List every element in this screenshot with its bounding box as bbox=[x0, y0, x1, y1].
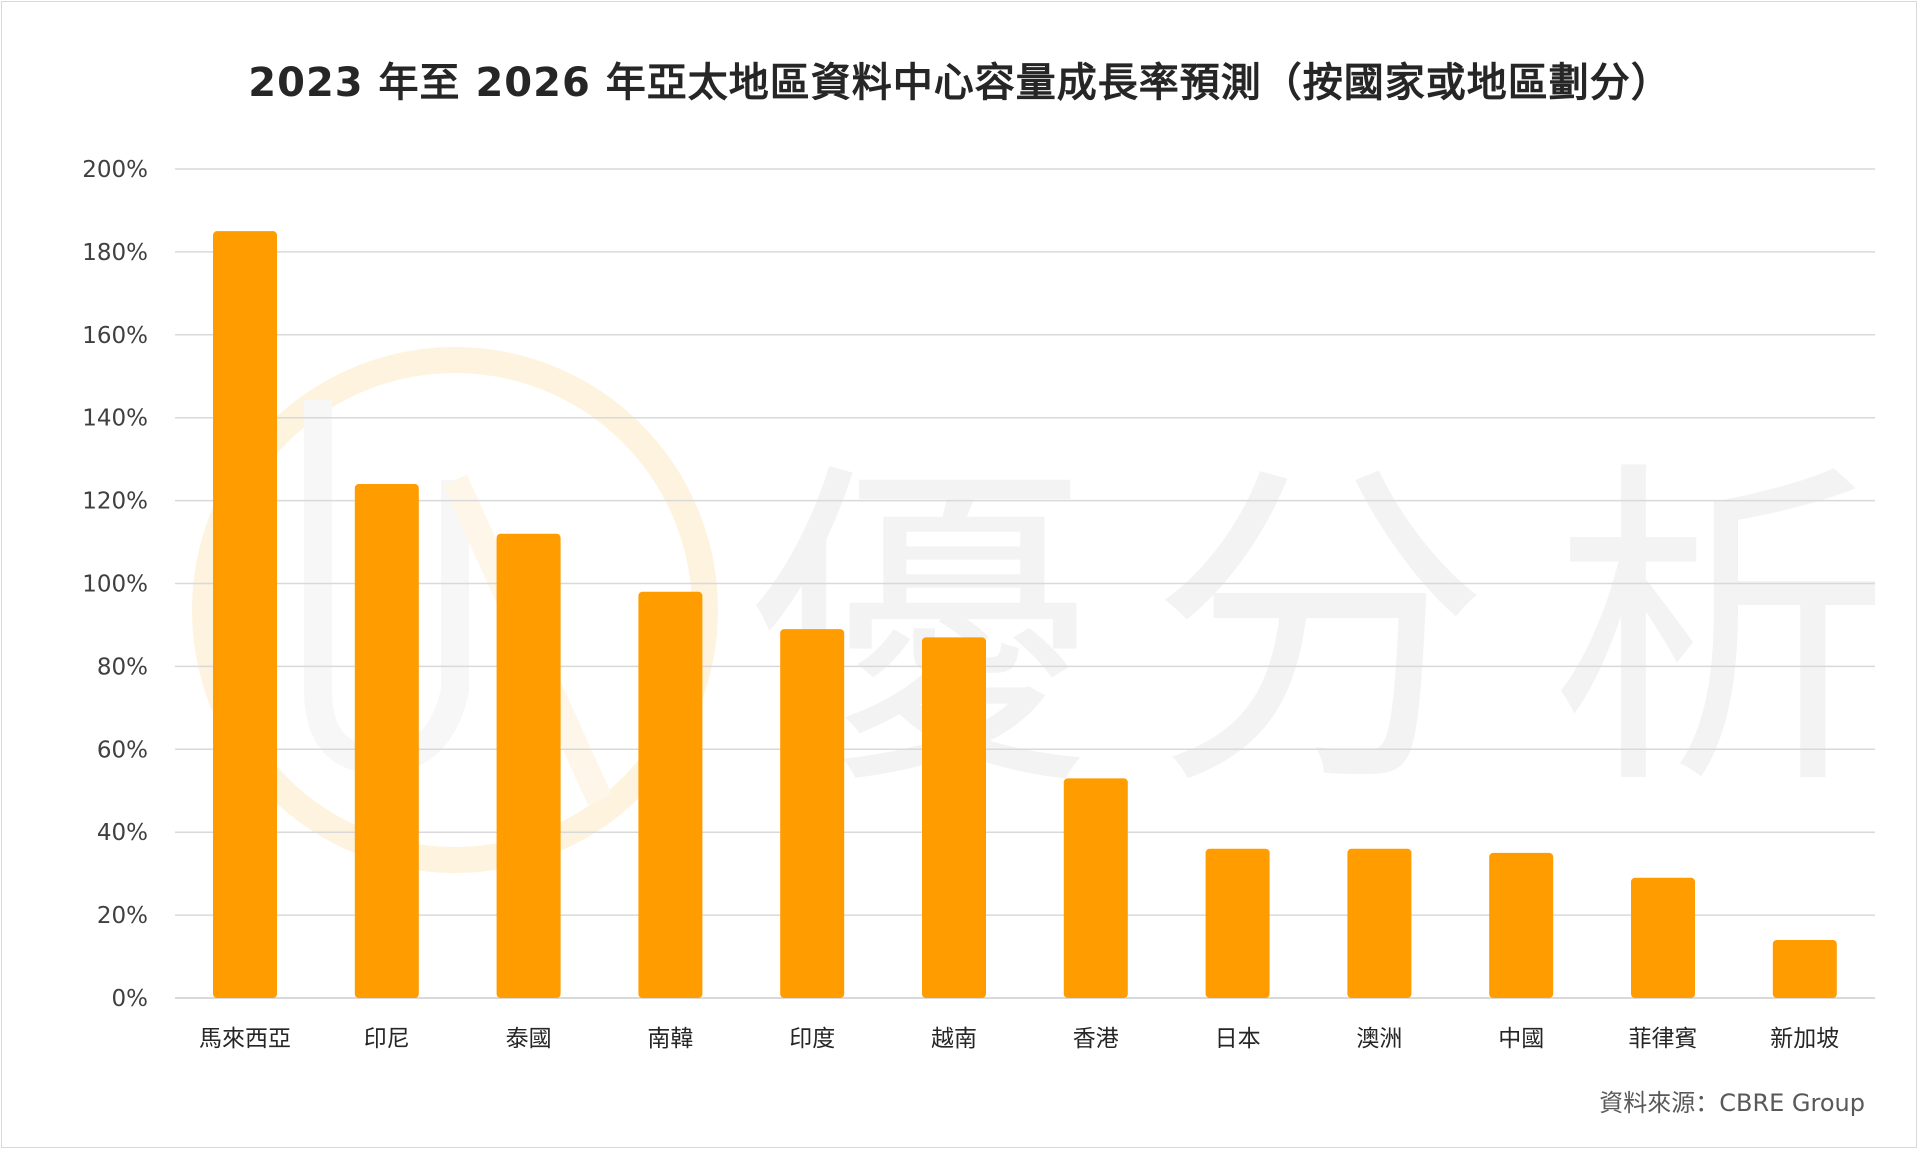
x-category-label: 南韓 bbox=[647, 1026, 693, 1052]
y-tick-label: 160% bbox=[82, 323, 148, 349]
x-category-label: 印尼 bbox=[364, 1026, 410, 1052]
y-tick-label: 180% bbox=[82, 240, 148, 266]
y-tick-label: 40% bbox=[97, 820, 148, 846]
y-axis-labels: 0% 20% 40% 60% 80% 100% 120% 140% 160% 180% 200% bbox=[82, 157, 148, 1012]
bar-4 bbox=[638, 591, 703, 998]
y-tick-label: 140% bbox=[82, 406, 148, 432]
bar-11 bbox=[1631, 877, 1695, 998]
bar-12 bbox=[1772, 939, 1837, 998]
bar-7 bbox=[1063, 778, 1128, 998]
x-category-label: 印度 bbox=[789, 1026, 835, 1052]
bar-9 bbox=[1347, 848, 1412, 998]
bar-8 bbox=[1205, 848, 1270, 998]
x-category-label: 馬來西亞 bbox=[199, 1026, 291, 1052]
x-category-label: 香港 bbox=[1073, 1026, 1119, 1052]
y-tick-label: 120% bbox=[82, 489, 148, 515]
bar-2 bbox=[354, 484, 419, 998]
bar-3 bbox=[496, 533, 561, 998]
y-tick-label: 100% bbox=[82, 572, 148, 598]
x-category-label: 泰國 bbox=[506, 1026, 552, 1052]
y-tick-label: 200% bbox=[82, 157, 148, 183]
watermark: 優分析 bbox=[192, 347, 1890, 873]
grid-lines bbox=[175, 168, 1875, 999]
y-tick-label: 0% bbox=[112, 986, 149, 1012]
y-tick-label: 80% bbox=[97, 654, 148, 680]
x-category-label: 越南 bbox=[931, 1026, 977, 1052]
x-category-label: 澳洲 bbox=[1356, 1026, 1402, 1052]
x-axis-labels: 馬來西亞 印尼 泰國 南韓 印度 越南 香港 日本 澳洲 中國 菲律賓 新加坡 bbox=[199, 1026, 1839, 1052]
bars bbox=[213, 231, 1837, 999]
bar-1 bbox=[213, 231, 277, 999]
x-category-label: 中國 bbox=[1498, 1026, 1544, 1052]
bar-10 bbox=[1489, 852, 1554, 998]
source-note: 資料來源：CBRE Group bbox=[1599, 1089, 1865, 1117]
x-category-label: 菲律賓 bbox=[1629, 1026, 1698, 1052]
bar-5 bbox=[780, 629, 845, 998]
bar-6 bbox=[922, 637, 986, 998]
x-category-label: 新加坡 bbox=[1770, 1026, 1839, 1052]
watermark-logo-ring bbox=[192, 347, 718, 873]
chart-title: 2023 年至 2026 年亞太地區資料中心容量成長率預測（按國家或地區劃分） bbox=[248, 60, 1672, 106]
y-tick-label: 60% bbox=[97, 737, 148, 763]
x-category-label: 日本 bbox=[1215, 1026, 1261, 1052]
y-tick-label: 20% bbox=[97, 903, 148, 929]
